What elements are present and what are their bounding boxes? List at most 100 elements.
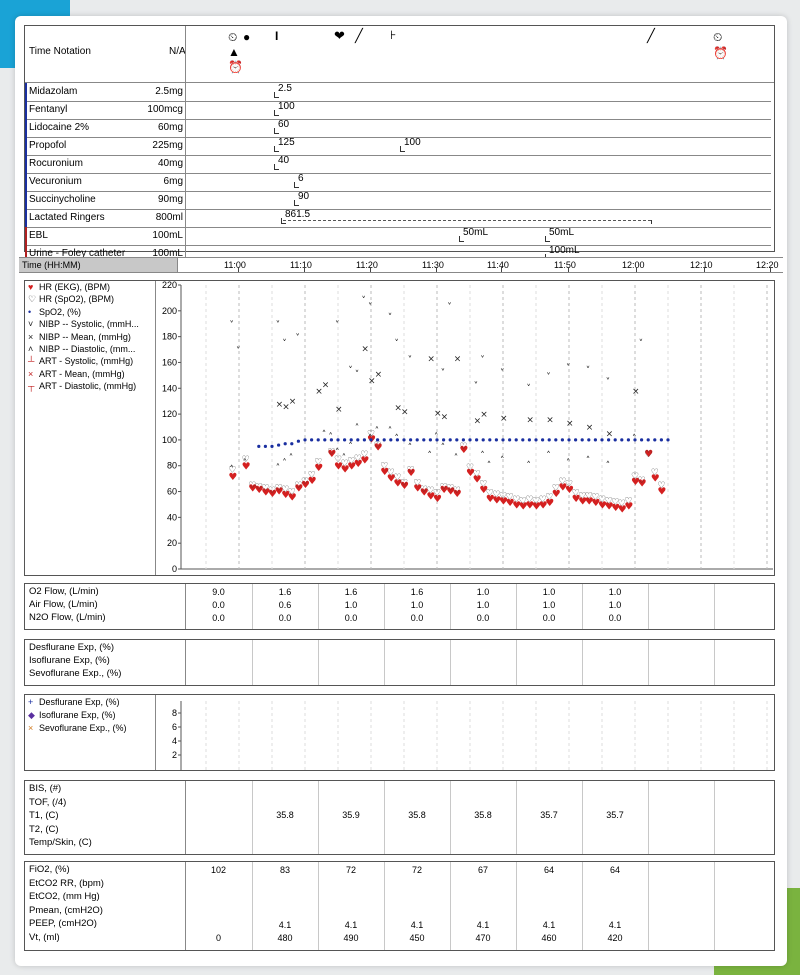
legend-item[interactable]: SpO2, (%) [39, 306, 82, 317]
record-row[interactable]: Rocuronium 40mg 40 [25, 155, 771, 174]
nibp-diastolic-point: ˄ [500, 456, 505, 466]
agent-legend-item[interactable]: Desflurane Exp, (%) [39, 697, 120, 707]
record-row[interactable]: Succinycholine 90mg 90 [25, 191, 771, 210]
dose-value[interactable]: 100mL [549, 245, 580, 256]
legend-item[interactable]: ART - Systolic, (mmHg) [39, 356, 134, 367]
nibp-systolic-point: ˅ [276, 321, 281, 331]
dose-value[interactable]: 40 [278, 155, 290, 166]
heart-icon[interactable]: ❤ [334, 28, 345, 43]
column-divider [450, 781, 451, 854]
nibp-diastolic-point: ˄ [487, 461, 492, 471]
dose-value[interactable]: 50mL [549, 227, 575, 238]
nibp-diastolic-point: ˄ [480, 451, 485, 461]
spo2-point [283, 442, 287, 446]
record-row[interactable]: Propofol 225mg 125 100 [25, 137, 771, 156]
nibp-mean-point: × [401, 408, 409, 418]
row-color-bar [25, 245, 27, 263]
dose-value[interactable]: 100 [404, 137, 421, 148]
nibp-diastolic-point: ˄ [348, 442, 353, 452]
spo2-point [376, 438, 380, 442]
nibp-diastolic-point: ˄ [408, 443, 413, 453]
cell-value: 35.8 [276, 810, 294, 820]
anesthesia-start-icon[interactable]: ⏲ [228, 30, 238, 44]
legend-marker-icon: ┴ [28, 356, 35, 367]
nibp-systolic-point: ˅ [566, 363, 571, 373]
incision-end-icon[interactable]: ╱ [647, 28, 655, 43]
dose-value[interactable]: 90 [298, 191, 310, 202]
anesthesia-record-card: Time Notation N/A ⏲ ● I ❤ ╱ ⊦ ▲ ⏰ ╱ ⏲ ⏰ … [15, 16, 787, 966]
legend-item[interactable]: NIBP -- Systolic, (mmH... [39, 319, 139, 330]
head-icon[interactable]: ● [243, 30, 251, 44]
position-icon[interactable]: ▲ [228, 45, 240, 59]
spo2-point [666, 438, 670, 442]
spo2-point [395, 438, 399, 442]
column-divider [252, 781, 253, 854]
legend-item[interactable]: ART - Mean, (mmHg) [39, 368, 125, 379]
cell-value: 1.0 [542, 600, 556, 610]
agent-legend-item[interactable]: Sevoflurane Exp., (%) [39, 723, 127, 733]
cell-value: 0.0 [212, 613, 225, 623]
record-row[interactable]: Lactated Ringers 800ml 861.5 [25, 209, 771, 228]
nibp-diastolic-point: ˄ [546, 451, 551, 461]
timer-icon[interactable]: ⏰ [228, 60, 243, 74]
cell-value: 1.0 [344, 600, 358, 610]
spo2-point [567, 438, 571, 442]
dose-value[interactable]: 100 [278, 101, 295, 112]
cell-value: 480 [277, 933, 293, 943]
spo2-point [362, 438, 366, 442]
record-row[interactable]: EBL 100mL 50mL 50mL [25, 227, 771, 246]
end-icon[interactable]: ⏰ [713, 46, 728, 60]
spo2-point [428, 438, 432, 442]
nibp-diastolic-point: ˄ [289, 453, 294, 463]
spo2-point [382, 438, 386, 442]
thermometer-icon[interactable]: ⊦ [390, 28, 397, 42]
hr-ekg-point: ♥ [407, 468, 416, 479]
legend-marker-icon: ˄ [28, 344, 34, 354]
record-row[interactable]: Vecuronium 6mg 6 [25, 173, 771, 192]
hr-spo2-point: ♡ [624, 496, 632, 506]
incision-icon[interactable]: ╱ [355, 28, 363, 43]
legend-item[interactable]: NIBP -- Mean, (mmHg) [39, 331, 131, 342]
legend-item[interactable]: HR (EKG), (BPM) [39, 282, 110, 292]
y-tick-label: 160 [162, 357, 177, 367]
cell-value: 35.9 [342, 810, 360, 820]
dose-value[interactable]: 861.5 [285, 209, 311, 220]
row-label: Air Flow, (L/min) [29, 599, 98, 610]
spo2-point [310, 438, 314, 442]
time-axis-bar: Time (HH:MM) 11:00 11:10 11:20 11:30 11:40 11… [19, 257, 783, 273]
column-divider [714, 862, 715, 950]
dose-value[interactable]: 6 [298, 173, 304, 184]
row-label: EtCO2 RR, (bpm) [29, 877, 104, 889]
row-total-dose: 225mg [152, 140, 183, 151]
anesthesia-end-icon[interactable]: ⏲ [713, 30, 723, 44]
nibp-mean-point: × [566, 419, 574, 429]
nibp-systolic-point: ˅ [546, 372, 551, 382]
record-row[interactable]: Fentanyl 100mcg 100 [25, 101, 771, 120]
row-divider [185, 245, 186, 263]
spo2-point [442, 438, 446, 442]
spo2-point [541, 438, 545, 442]
agent-legend-item[interactable]: Isoflurane Exp, (%) [39, 710, 116, 720]
agent-y-tick-label: 8 [172, 708, 177, 718]
dose-value[interactable]: 2.5 [278, 83, 292, 94]
intubation-icon[interactable]: I [275, 29, 279, 43]
legend-item[interactable]: HR (SpO2), (BPM) [39, 294, 115, 305]
dose-value[interactable]: 60 [278, 119, 290, 130]
cell-value: 0.0 [542, 613, 556, 623]
nibp-diastolic-point: ˄ [566, 459, 571, 469]
hr-ekg-point: ♥ [492, 495, 501, 506]
hr-spo2-point: ♡ [638, 476, 646, 486]
nibp-mean-point: × [427, 355, 435, 365]
legend-item[interactable]: ART - Diastolic, (mmHg) [39, 381, 137, 392]
spo2-point [409, 438, 413, 442]
record-row[interactable]: Lidocaine 2% 60mg 60 [25, 119, 771, 138]
dose-value[interactable]: 125 [278, 137, 295, 148]
hr-ekg-point: ♥ [519, 502, 528, 513]
cell-value: 0.0 [344, 613, 358, 623]
row-total-dose: 60mg [157, 122, 183, 133]
dose-value[interactable]: 50mL [463, 227, 489, 238]
agent-chart-panel: + Desflurane Exp, (%) ◆ Isoflurane Exp, (%)… [24, 694, 775, 771]
legend-item[interactable]: NIBP -- Diastolic, (mm... [39, 344, 136, 354]
spo2-point [607, 438, 611, 442]
record-row[interactable]: Midazolam 2.5mg 2.5 [25, 83, 771, 102]
